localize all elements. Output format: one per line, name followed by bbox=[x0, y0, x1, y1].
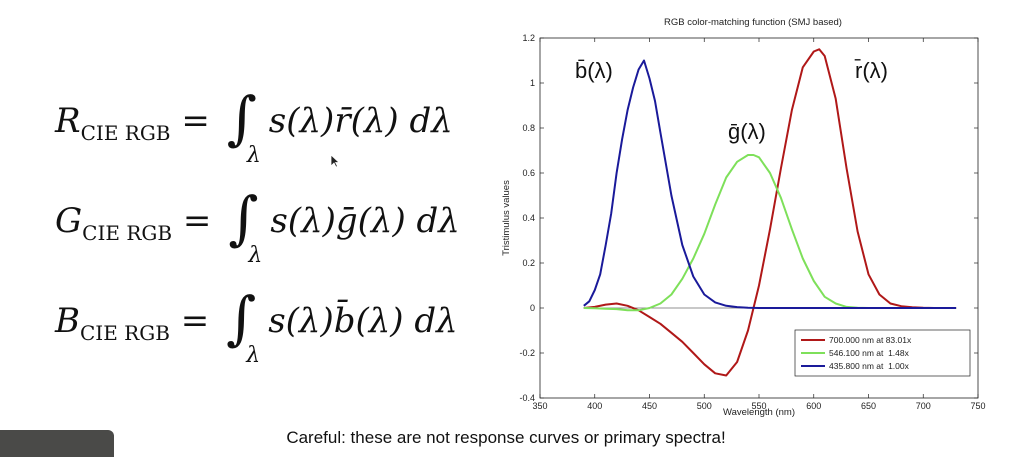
integral-sign: ∫ bbox=[226, 84, 257, 152]
equation-body: s(λ)r̄(λ) dλ bbox=[268, 101, 453, 141]
x-tick-label: 700 bbox=[916, 401, 931, 411]
y-tick-label: 0 bbox=[530, 303, 535, 313]
integral-limit: λ bbox=[248, 243, 263, 268]
speaker-video-thumbnail bbox=[0, 430, 114, 457]
x-tick-label: 500 bbox=[697, 401, 712, 411]
x-tick-label: 750 bbox=[970, 401, 985, 411]
integral-sign: ∫ bbox=[226, 284, 257, 352]
y-axis-label: Tristimulus values bbox=[501, 180, 512, 256]
y-tick-label: 1 bbox=[530, 78, 535, 88]
legend: 700.000 nm at 83.01x 546.100 nm at 1.48x… bbox=[794, 329, 971, 377]
equation-subscript: CIE RGB bbox=[80, 121, 171, 145]
equation-symbol: G bbox=[55, 201, 83, 241]
chart-title: RGB color-matching function (SMJ based) bbox=[664, 17, 842, 28]
x-tick-label: 550 bbox=[751, 401, 766, 411]
x-tick-label: 350 bbox=[532, 401, 547, 411]
equation-r: RCIE RGB = ∫λs(λ)r̄(λ) dλ bbox=[55, 84, 453, 168]
equation-symbol: R bbox=[55, 101, 81, 141]
mouse-cursor-icon bbox=[330, 154, 340, 168]
equation-body: s(λ)b̄(λ) dλ bbox=[268, 301, 458, 341]
x-tick-label: 400 bbox=[587, 401, 602, 411]
equation-subscript: CIE RGB bbox=[80, 321, 170, 345]
slide-caption: Careful: these are not response curves o… bbox=[286, 428, 726, 447]
legend-entry: 546.100 nm at 1.48x bbox=[829, 348, 910, 358]
series-line-0 bbox=[583, 48, 957, 377]
equation-subscript: CIE RGB bbox=[82, 221, 173, 245]
equation-b: BCIE RGB = ∫λs(λ)b̄(λ) dλ bbox=[55, 284, 458, 368]
y-tick-label: 0.2 bbox=[522, 258, 535, 268]
y-tick-label: 0.4 bbox=[522, 213, 535, 223]
integral-sign: ∫ bbox=[228, 184, 259, 252]
equation-body: s(λ)ḡ(λ) dλ bbox=[270, 201, 460, 241]
y-tick-label: 0.6 bbox=[522, 168, 535, 178]
y-tick-label: 1.2 bbox=[522, 33, 535, 43]
x-axis-label: Wavelength (nm) bbox=[723, 407, 795, 418]
legend-entry: 435.800 nm at 1.00x bbox=[829, 361, 910, 371]
x-tick-label: 450 bbox=[642, 401, 657, 411]
series-line-2 bbox=[583, 59, 957, 309]
equation-g: GCIE RGB = ∫λs(λ)ḡ(λ) dλ bbox=[55, 184, 460, 268]
equation-symbol: B bbox=[55, 301, 80, 341]
integral-limit: λ bbox=[246, 143, 261, 168]
color-matching-chart: RGB color-matching function (SMJ based) … bbox=[501, 17, 986, 418]
curve-label-g: ḡ(λ) bbox=[728, 119, 766, 144]
x-tick-label: 650 bbox=[861, 401, 876, 411]
x-tick-label: 600 bbox=[806, 401, 821, 411]
legend-entry: 700.000 nm at 83.01x bbox=[829, 335, 912, 345]
y-tick-label: -0.2 bbox=[519, 348, 535, 358]
curve-label-r: r̄(λ) bbox=[855, 58, 888, 83]
y-tick-label: 0.8 bbox=[522, 123, 535, 133]
curve-label-b: b̄(λ) bbox=[575, 58, 613, 83]
y-tick-label: -0.4 bbox=[519, 393, 535, 403]
integral-limit: λ bbox=[246, 343, 261, 368]
